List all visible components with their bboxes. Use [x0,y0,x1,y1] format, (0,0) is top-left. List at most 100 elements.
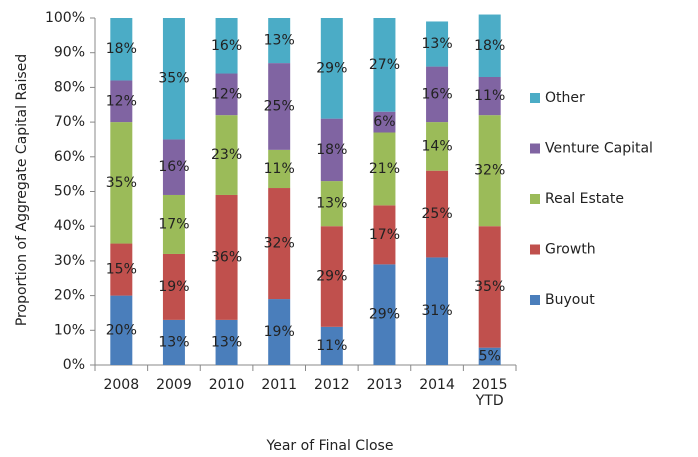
data-label: 36% [211,249,242,265]
bar-segment [110,243,133,296]
bar-segment [426,170,449,258]
x-tick-label: 2010 [208,377,245,393]
data-label: 5% [479,348,501,364]
y-tick-label: 80% [54,79,85,95]
x-tick-label: 2012 [313,377,350,393]
x-tick-label: 2013 [366,377,403,393]
data-label: 16% [422,86,453,102]
data-label: 20% [106,322,137,338]
bar-segment [373,264,396,365]
data-label: 23% [211,147,242,163]
data-label: 12% [211,86,242,102]
bar-segment [320,181,343,227]
bar-segment [478,115,501,227]
data-label: 29% [316,269,347,285]
data-label: 25% [422,206,453,222]
bar-segment [426,66,449,123]
data-label: 13% [158,334,189,350]
bar-segment [478,347,501,365]
bar-segment [268,299,291,365]
legend-label: Buyout [545,292,595,308]
legend-label: Other [545,90,585,106]
bar-segment [426,21,449,67]
y-tick-label: 10% [54,322,85,338]
data-label: 13% [264,33,295,49]
y-axis-title: Proportion of Aggregate Capital Raised [14,54,30,326]
legend-swatch [530,143,540,154]
bar-segment [373,111,396,133]
data-label: 12% [106,93,137,109]
bar-segment [162,18,185,140]
bar-segment [162,194,185,254]
data-label: 11% [316,338,347,354]
data-label: 14% [422,138,453,154]
y-tick-label: 70% [54,114,85,130]
y-tick-label: 40% [54,218,85,234]
bar-segment [320,226,343,327]
bar-segment [478,14,501,77]
bar-segment [110,122,133,244]
data-label: 35% [158,71,189,87]
data-label: 35% [474,279,505,295]
bar-segment [320,18,343,119]
bar-segment [215,319,238,365]
y-tick-label: 0% [63,357,85,373]
y-tick-label: 90% [54,45,85,61]
bar-segment [478,226,501,348]
bar-segment [268,63,291,150]
data-label: 13% [422,36,453,52]
x-axis-title: Year of Final Close [266,438,394,454]
bar-segment [162,139,185,195]
bar-segment [373,132,396,206]
bar-segment [110,295,133,365]
data-label: 29% [369,307,400,323]
bar-segment [215,115,238,195]
bar-segment [426,257,449,365]
data-label: 31% [422,303,453,319]
y-tick-label: 20% [54,288,85,304]
bar-segment [478,76,501,116]
data-label: 15% [106,262,137,278]
y-tick-label: 50% [54,184,85,200]
data-label: 13% [316,196,347,212]
legend-swatch [530,244,540,255]
data-label: 17% [369,227,400,243]
y-tick-label: 60% [54,149,85,165]
data-label: 32% [474,163,505,179]
data-label: 35% [106,175,137,191]
data-label: 16% [158,159,189,175]
bar-segment [110,80,133,123]
legend-label: Growth [545,242,596,258]
data-label: 13% [211,334,242,350]
data-label: 25% [264,98,295,114]
bar-segment [426,122,449,171]
data-label: 11% [264,161,295,177]
bar-segment [110,18,133,81]
x-tick-label: 2009 [156,377,192,393]
data-label: 17% [158,216,189,232]
bar-segment [320,326,343,365]
y-tick-label: 30% [54,253,85,269]
data-label: 18% [106,41,137,57]
data-label: 27% [369,57,400,73]
data-label: 32% [264,236,295,252]
legend-swatch [530,194,540,204]
bar-segment [215,18,238,74]
bar-segment [373,205,396,265]
bar-segment [215,73,238,116]
bar-segment [268,149,291,189]
data-label: 16% [211,38,242,54]
bar-segment [320,118,343,182]
data-label: 21% [369,161,400,177]
bar-segment [215,194,238,320]
x-tick-label: 2015 YTD [471,377,508,409]
data-label: 18% [474,38,505,54]
data-label: 19% [264,324,295,340]
y-tick-label: 100% [45,10,85,26]
data-label: 19% [158,279,189,295]
bar-segment [162,253,185,320]
data-label: 18% [316,142,347,158]
data-label: 6% [373,114,395,130]
